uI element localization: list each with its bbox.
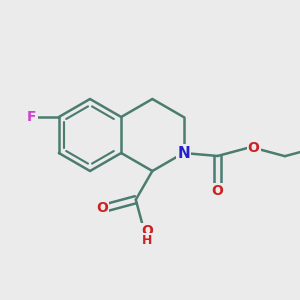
Text: O: O bbox=[248, 141, 260, 155]
Text: H: H bbox=[142, 234, 152, 247]
Text: O: O bbox=[141, 224, 153, 238]
Text: O: O bbox=[212, 184, 224, 198]
Text: O: O bbox=[96, 201, 108, 214]
Text: F: F bbox=[27, 110, 37, 124]
Text: N: N bbox=[177, 146, 190, 160]
